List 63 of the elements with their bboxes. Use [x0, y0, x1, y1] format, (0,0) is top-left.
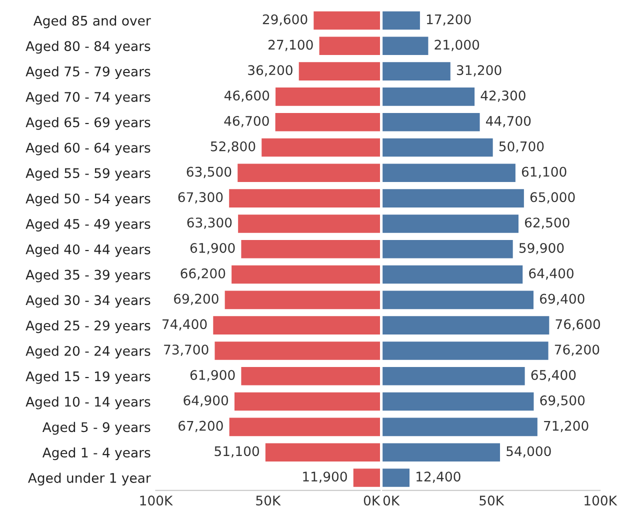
x-tick-label: 100K	[584, 496, 618, 506]
y-tick-label: Aged 65 - 69 years	[26, 117, 150, 130]
data-label: 31,200	[456, 65, 502, 76]
data-label: 59,900	[519, 242, 564, 254]
data-label: 69,400	[540, 294, 584, 306]
data-label: 54,000	[506, 446, 551, 458]
data-label: 36,200	[248, 65, 292, 76]
y-tick-label: Aged 30 - 34 years	[26, 294, 150, 308]
data-label: 29,600	[262, 14, 308, 26]
data-label: 69,200	[174, 294, 218, 306]
data-label: 67,200	[178, 420, 223, 432]
data-label: 50,700	[499, 141, 544, 153]
y-tick-label: Aged 25 - 29 years	[26, 320, 150, 334]
data-label: 73,700	[164, 344, 208, 356]
y-tick-label: Aged 45 - 49 years	[26, 218, 150, 232]
data-label: 27,100	[268, 40, 313, 52]
y-tick-label: Aged 20 - 24 years	[26, 346, 150, 358]
data-label: 69,500	[540, 395, 585, 407]
data-label: 21,000	[434, 40, 480, 52]
data-label: 64,900	[184, 395, 228, 407]
data-label: 51,100	[214, 446, 260, 458]
y-tick-label: Aged 1 - 4 years	[42, 447, 150, 460]
data-label: 42,300	[480, 90, 526, 102]
data-label: 12,400	[416, 472, 460, 483]
data-label: 71,200	[544, 420, 588, 432]
data-label: 74,400	[162, 319, 207, 331]
y-tick-label: Aged 50 - 54 years	[26, 193, 150, 206]
data-label: 61,900	[190, 242, 235, 254]
y-tick-label: Aged 5 - 9 years	[42, 422, 150, 435]
x-tick-label: 0K	[364, 496, 380, 506]
data-label: 52,800	[210, 141, 256, 153]
y-tick-label: Aged 40 - 44 years	[26, 244, 150, 257]
data-label: 63,300	[187, 218, 232, 229]
y-tick-label: Aged 70 - 74 years	[26, 92, 150, 104]
y-tick-label: Aged 60 - 64 years	[26, 142, 150, 156]
y-tick-label: Aged 55 - 59 years	[26, 168, 150, 181]
data-label: 76,200	[554, 344, 600, 356]
x-tick-label: 0K	[383, 496, 400, 506]
y-tick-label: Aged 35 - 39 years	[26, 270, 150, 282]
data-label: 61,100	[522, 166, 566, 178]
y-tick-label: Aged 15 - 19 years	[26, 371, 150, 384]
data-label: 63,500	[186, 166, 232, 178]
data-label: 65,400	[531, 370, 576, 382]
x-tick-label: 100K	[140, 496, 173, 506]
data-label: 11,900	[303, 472, 347, 483]
data-label: 61,900	[190, 370, 235, 382]
data-label: 62,500	[524, 218, 570, 229]
x-tick-label: 50K	[480, 496, 504, 506]
data-label: 44,700	[486, 116, 531, 128]
y-tick-label: Aged 75 - 79 years	[26, 66, 150, 80]
data-label: 64,400	[529, 268, 574, 280]
data-label: 46,600	[224, 90, 270, 102]
data-label: 76,600	[556, 319, 600, 331]
y-tick-label: Aged under 1 year	[28, 472, 151, 486]
x-tick-label: 50K	[256, 496, 281, 506]
data-label: 65,000	[530, 192, 575, 204]
data-label: 66,200	[180, 268, 226, 280]
data-label: 67,300	[178, 192, 223, 204]
y-tick-label: Aged 10 - 14 years	[26, 396, 150, 410]
y-tick-label: Aged 80 - 84 years	[26, 40, 150, 54]
data-label: 17,200	[426, 14, 471, 26]
y-tick-label: Aged 85 and over	[33, 15, 151, 28]
data-label: 46,700	[224, 116, 269, 128]
